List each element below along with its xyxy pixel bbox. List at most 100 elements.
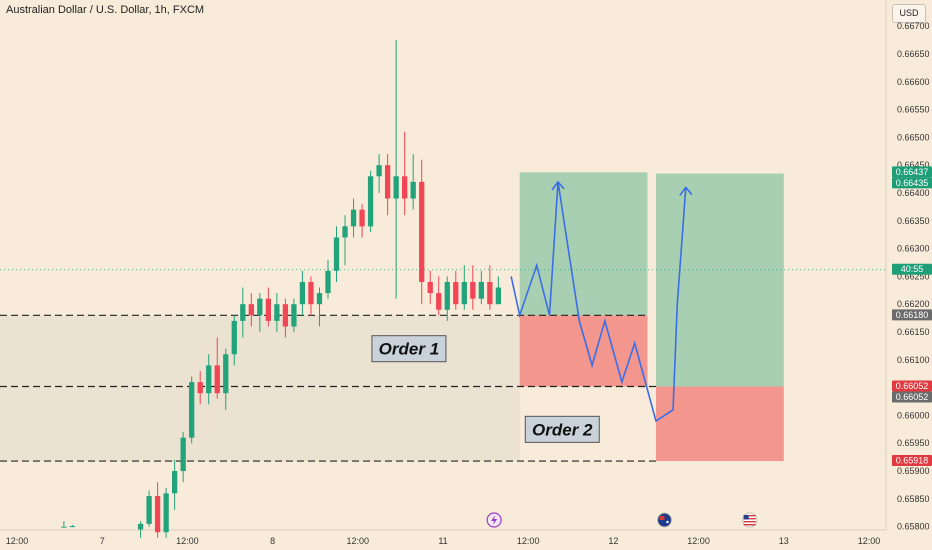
candle-body	[316, 293, 323, 305]
x-tick-label: 12	[608, 536, 618, 546]
us-flag-icon-stripe	[743, 524, 756, 526]
candle-body	[367, 176, 374, 227]
x-tick-label: 12:00	[347, 536, 370, 546]
candle-body	[419, 181, 425, 282]
price-badge-label: 40:55	[901, 264, 924, 274]
price-badge	[892, 177, 932, 189]
candle-body	[146, 496, 152, 524]
candle-body	[137, 523, 144, 530]
candle-body	[410, 181, 416, 199]
candle-body	[453, 281, 459, 305]
price-badge-label: 0.66435	[896, 178, 929, 188]
x-tick-label: 12:00	[517, 536, 540, 546]
x-tick-label: 12:00	[687, 536, 710, 546]
price-badge	[892, 391, 932, 403]
y-tick-label: 0.66150	[897, 327, 930, 337]
price-badge-label: 0.65918	[896, 456, 929, 466]
candle-body	[291, 304, 297, 327]
candle-body	[154, 496, 161, 533]
price-badge-label: 0.66437	[896, 167, 929, 177]
price-badge	[892, 380, 932, 392]
price-badge-label: 0.66052	[896, 392, 929, 402]
currency-button[interactable]: USD	[892, 4, 926, 23]
candle-body	[189, 382, 195, 438]
au-flag-icon-star	[666, 520, 669, 524]
candle-body	[376, 165, 382, 177]
y-tick-label: 0.66100	[897, 355, 930, 365]
candle-body	[223, 354, 229, 394]
symbol-title: Australian Dollar / U.S. Dollar, 1h, FXC…	[6, 4, 205, 16]
x-tick-label: 7	[100, 536, 105, 546]
candle-body	[206, 365, 212, 394]
candle-body	[470, 281, 476, 299]
candle-body	[69, 526, 76, 528]
order-label-box-2	[524, 415, 600, 443]
candle-body	[172, 471, 178, 494]
candle-body	[350, 209, 357, 227]
order-label-box-1	[371, 335, 447, 363]
x-tick-label: 8	[270, 536, 275, 546]
y-tick-label: 0.65850	[897, 494, 930, 504]
arrow-head-2	[679, 186, 693, 196]
candle-body	[427, 281, 433, 294]
candle-body	[495, 287, 502, 305]
x-tick-label: 12:00	[858, 536, 881, 546]
candle-body	[333, 237, 340, 271]
lightning-icon[interactable]	[486, 512, 502, 528]
candle-body	[308, 281, 314, 305]
y-tick-label: 0.66350	[897, 216, 930, 226]
y-tick-label: 0.66500	[897, 132, 930, 142]
x-tick-label: 12:00	[176, 536, 199, 546]
candle-body	[359, 209, 365, 227]
y-tick-label: 0.65800	[897, 522, 930, 532]
y-tick-label: 0.66200	[897, 299, 930, 309]
price-badge	[892, 455, 932, 467]
projected-path	[510, 181, 687, 423]
y-tick-label: 0.66400	[897, 188, 930, 198]
candle-body	[274, 304, 280, 321]
y-tick-label: 0.66000	[897, 410, 930, 420]
y-tick-label: 0.66700	[897, 21, 930, 31]
loss-zone-1	[519, 315, 648, 387]
candle-body	[384, 165, 391, 199]
au-flag-icon-union	[659, 516, 665, 520]
arrow-head-1	[551, 180, 565, 191]
candle-body	[402, 176, 408, 199]
price-badge	[892, 166, 932, 178]
price-badge	[892, 309, 932, 321]
us-flag-icon-stripe	[743, 518, 756, 520]
au-flag-icon[interactable]	[657, 512, 672, 528]
profit-zone-2	[655, 173, 784, 387]
candle-body	[461, 281, 467, 305]
y-tick-label: 0.66450	[897, 160, 930, 170]
candle-body	[342, 226, 348, 238]
candle-body	[180, 437, 186, 472]
candle-body	[325, 270, 331, 294]
candle-body	[478, 281, 484, 299]
us-flag-icon-canton	[743, 515, 749, 520]
candle-body	[248, 304, 254, 316]
candle-body	[299, 281, 306, 305]
lightning-icon-bolt	[491, 515, 498, 525]
x-tick-label: 11	[438, 536, 447, 546]
y-tick-label: 0.66550	[897, 105, 930, 115]
y-tick-label: 0.66300	[897, 244, 930, 254]
y-tick-label: 0.66600	[897, 77, 930, 87]
candle-body	[240, 304, 246, 321]
loss-zone-2	[655, 386, 784, 462]
candle-body	[257, 298, 263, 316]
order-label-1: Order 1	[379, 340, 439, 359]
candle-body	[61, 526, 67, 528]
candle-body	[487, 281, 493, 305]
candle-body	[282, 304, 289, 327]
x-tick-label: 13	[779, 536, 789, 546]
us-flag-icon-stripe	[743, 521, 756, 523]
price-badge-label: 0.66180	[896, 310, 929, 320]
y-tick-label: 0.66650	[897, 49, 930, 59]
order-label-2: Order 2	[532, 420, 593, 439]
y-tick-label: 0.66250	[897, 271, 930, 281]
us-flag-icon[interactable]	[742, 512, 758, 528]
candle-body	[265, 298, 271, 321]
candle-body	[231, 320, 237, 355]
